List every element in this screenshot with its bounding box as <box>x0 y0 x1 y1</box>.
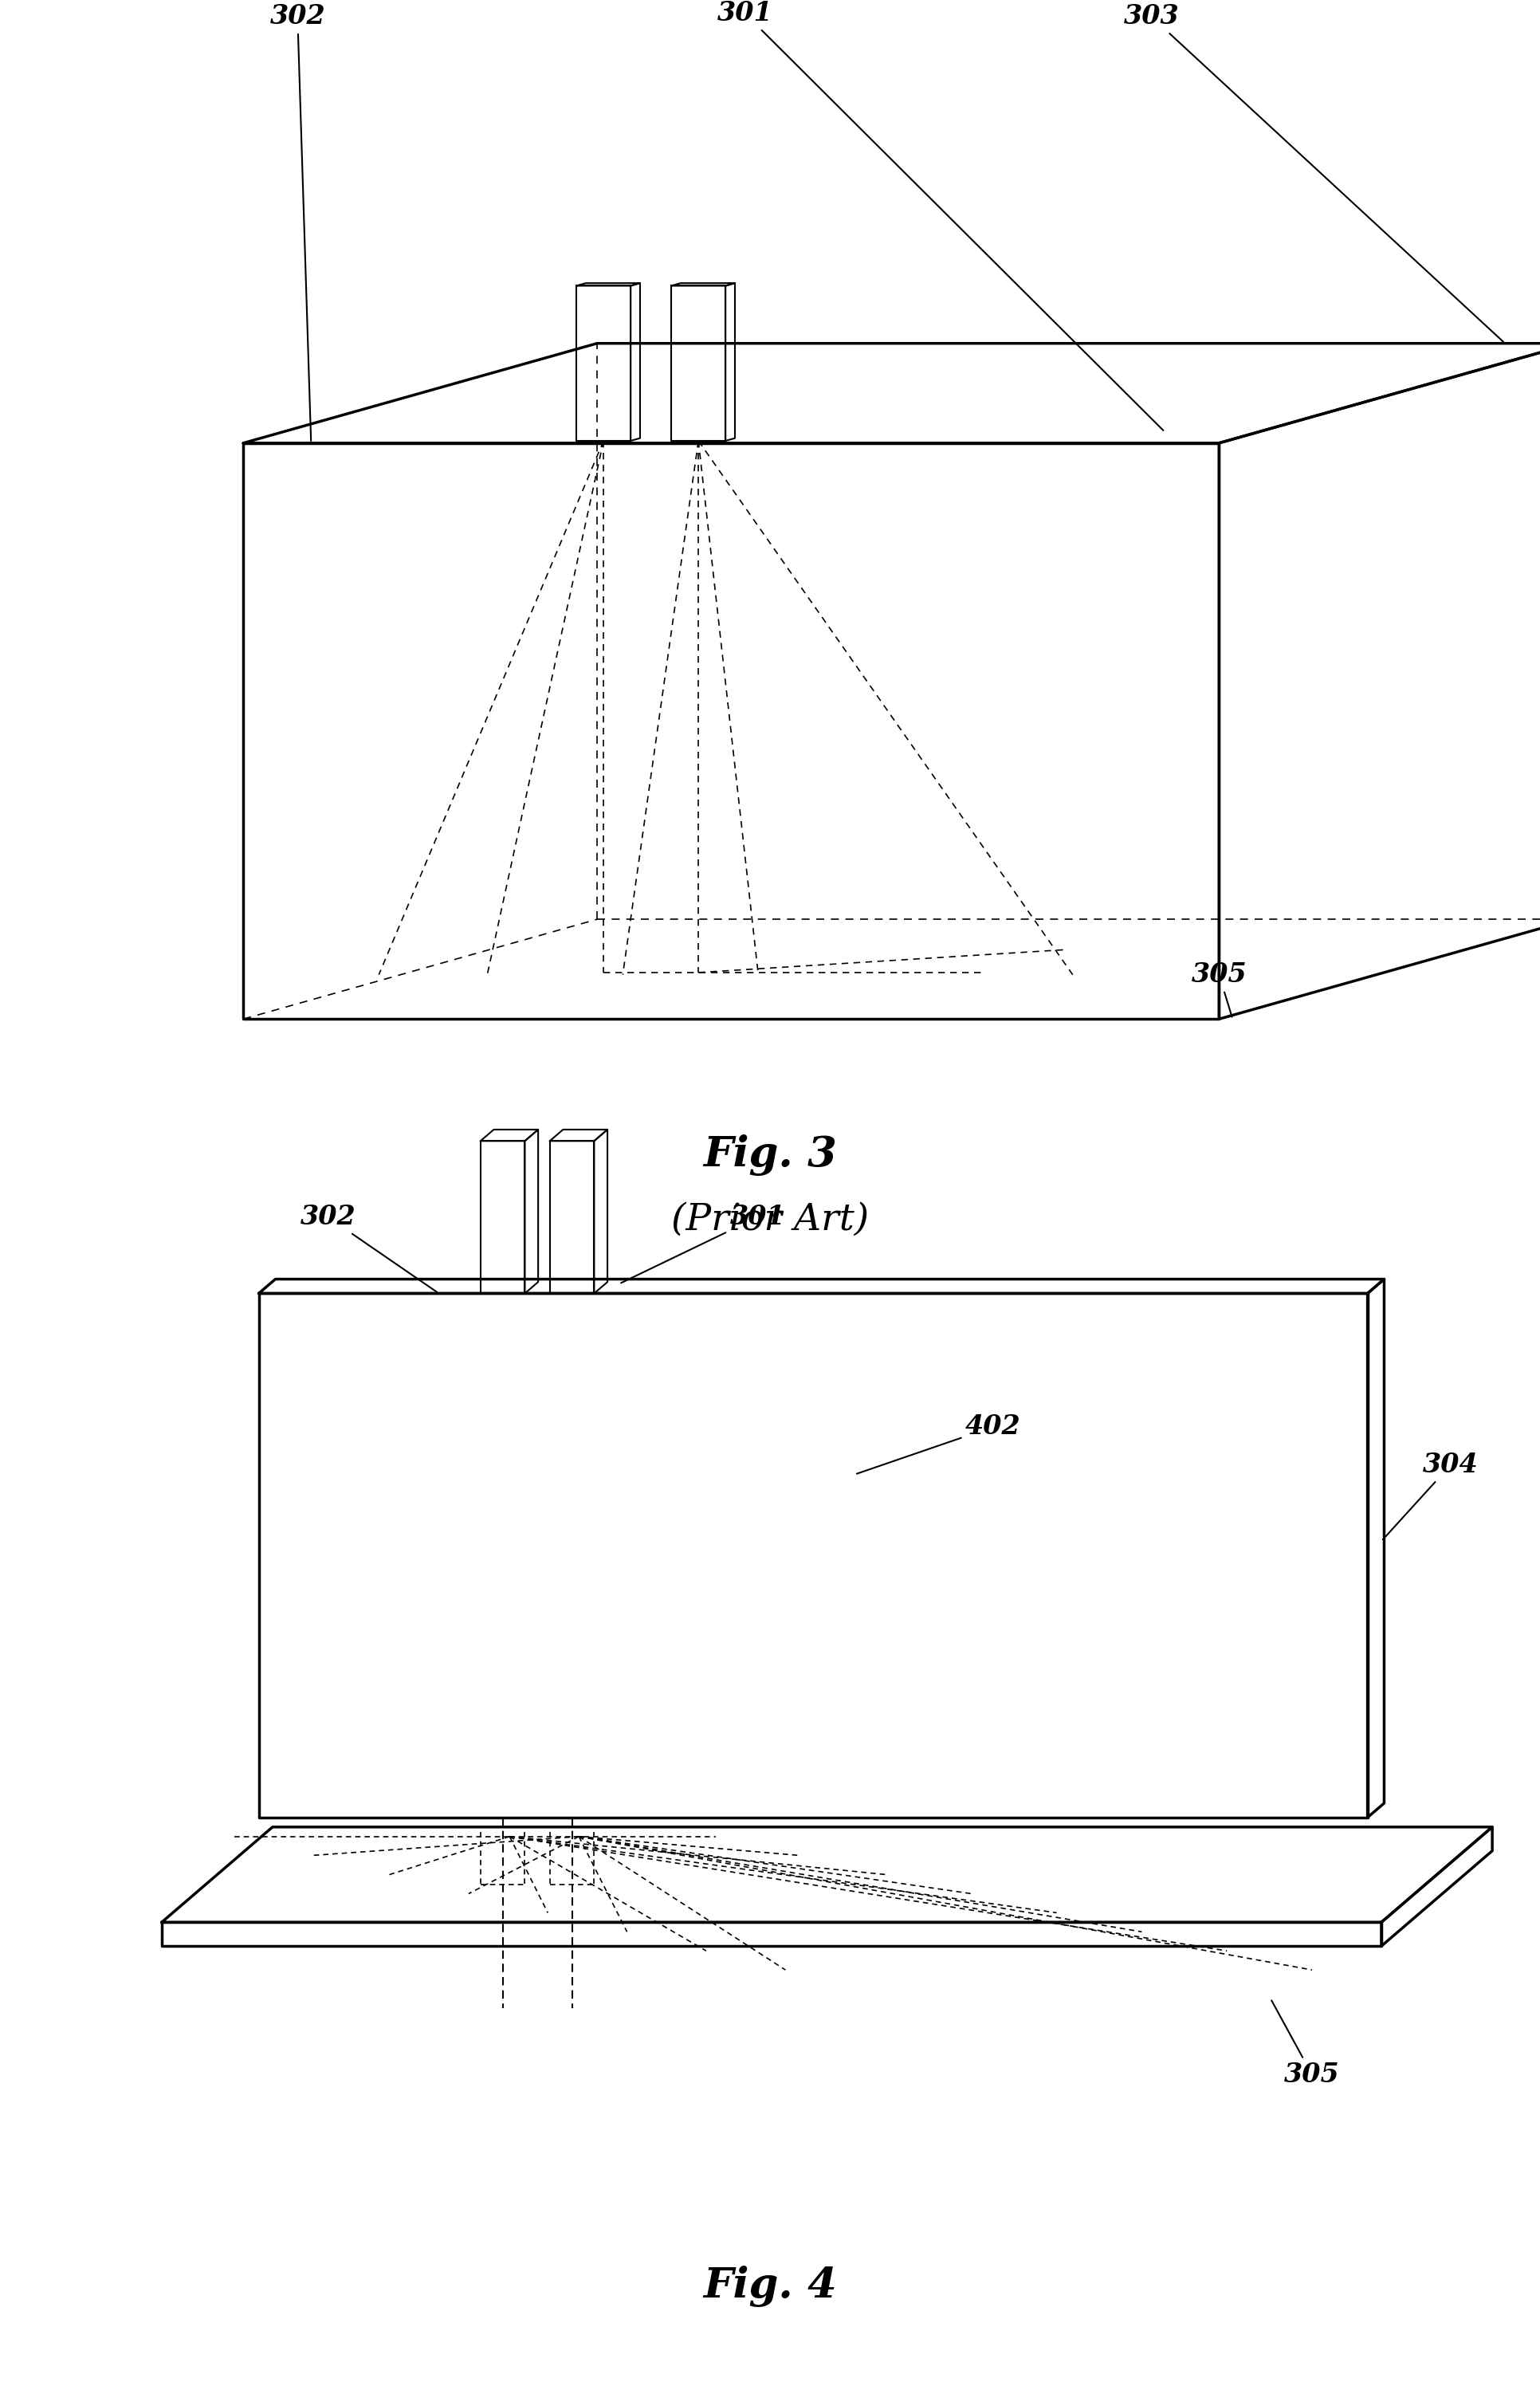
Text: 305: 305 <box>1192 962 1247 1017</box>
Text: Fig. 3: Fig. 3 <box>704 1134 836 1177</box>
Text: 305: 305 <box>1272 2001 1340 2089</box>
Text: (Prior Art): (Prior Art) <box>671 1201 869 1239</box>
Text: 301: 301 <box>621 1203 785 1284</box>
Text: 402: 402 <box>856 1413 1021 1474</box>
Text: Fig. 4: Fig. 4 <box>704 2265 836 2308</box>
Text: 304: 304 <box>1383 1451 1478 1539</box>
Text: 302: 302 <box>269 2 325 441</box>
Text: 302: 302 <box>300 1203 437 1291</box>
Text: 303: 303 <box>1124 2 1503 343</box>
Text: 301: 301 <box>718 0 1163 431</box>
